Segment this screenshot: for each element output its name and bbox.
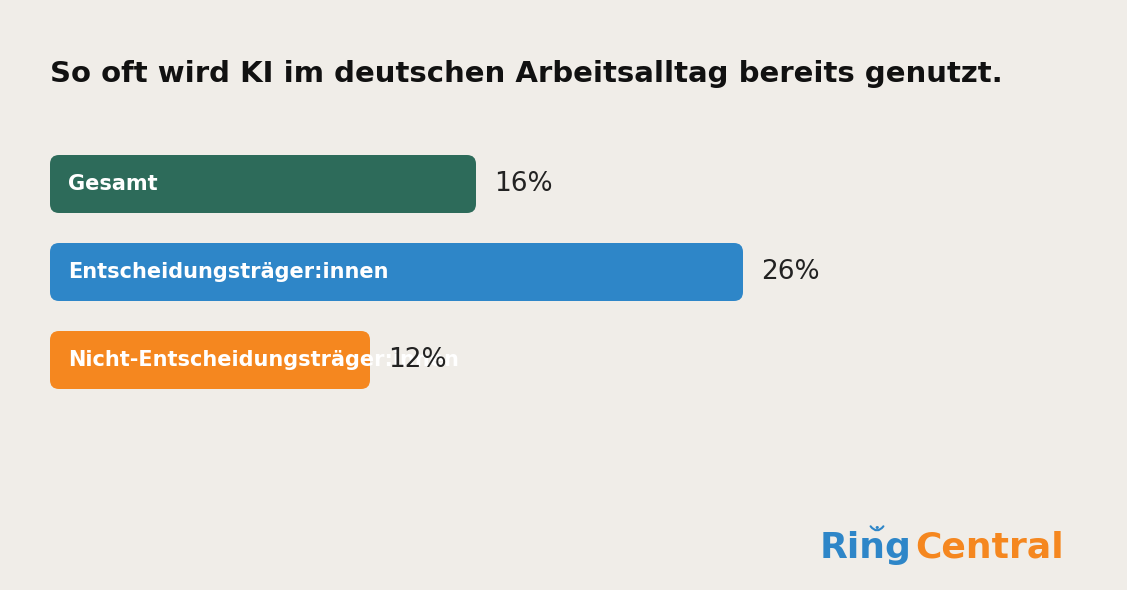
FancyBboxPatch shape [50, 155, 476, 213]
Text: Nicht-Entscheidungsträger:innen: Nicht-Entscheidungsträger:innen [68, 350, 459, 370]
FancyBboxPatch shape [50, 243, 743, 301]
Text: Ring: Ring [820, 531, 912, 565]
Text: Gesamt: Gesamt [68, 174, 158, 194]
Text: 12%: 12% [388, 347, 446, 373]
Text: So oft wird KI im deutschen Arbeitsalltag bereits genutzt.: So oft wird KI im deutschen Arbeitsallta… [50, 60, 1003, 88]
Text: •: • [873, 523, 880, 533]
Text: 16%: 16% [494, 171, 552, 197]
Text: 26%: 26% [761, 259, 819, 285]
FancyBboxPatch shape [50, 331, 370, 389]
Text: Central: Central [915, 531, 1064, 565]
Text: Entscheidungsträger:innen: Entscheidungsträger:innen [68, 262, 389, 282]
